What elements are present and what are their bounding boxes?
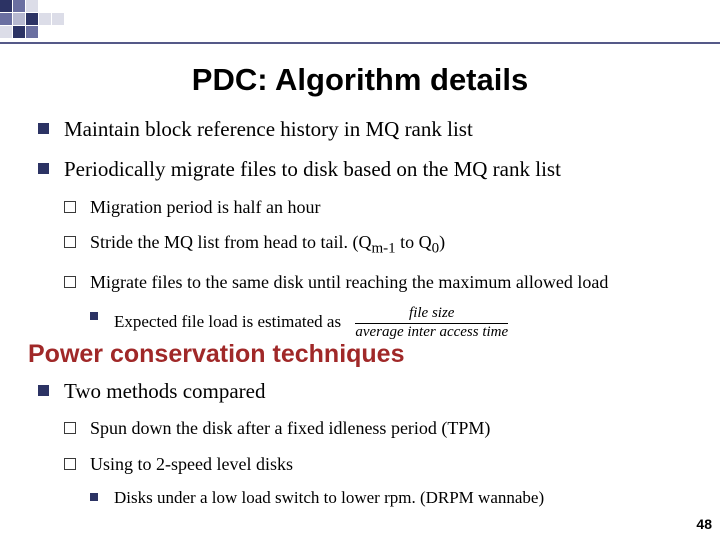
bullet-lvl3: Expected file load is estimated as file … bbox=[90, 306, 688, 341]
bullet-text: Two methods compared bbox=[64, 379, 265, 403]
bullet-lvl2: Migration period is half an hour bbox=[64, 196, 688, 219]
slide-title: PDC: Algorithm details bbox=[0, 62, 720, 98]
bullet-text: Migrate files to the same disk until rea… bbox=[90, 272, 608, 292]
bullet-text: Spun down the disk after a fixed idlenes… bbox=[90, 418, 490, 438]
content-block-a: Maintain block reference history in MQ r… bbox=[38, 116, 688, 354]
bullet-text: Using to 2-speed level disks bbox=[90, 454, 293, 474]
bullet-text: Stride the MQ list from head to tail. (Q… bbox=[90, 232, 445, 252]
bullet-lvl1: Periodically migrate files to disk based… bbox=[38, 156, 688, 340]
formula-numerator: file size bbox=[355, 306, 508, 324]
bullet-lvl1: Maintain block reference history in MQ r… bbox=[38, 116, 688, 142]
formula-denominator: average inter access time bbox=[355, 324, 508, 341]
title-underline bbox=[0, 42, 720, 44]
page-number: 48 bbox=[696, 516, 712, 532]
bullet-lvl3: Disks under a low load switch to lower r… bbox=[90, 487, 688, 508]
bullet-lvl1: Two methods compared Spun down the disk … bbox=[38, 378, 688, 509]
corner-decoration bbox=[0, 0, 100, 40]
bullet-text: Migration period is half an hour bbox=[90, 197, 320, 217]
bullet-text: Maintain block reference history in MQ r… bbox=[64, 117, 473, 141]
slide: PDC: Algorithm details Maintain block re… bbox=[0, 0, 720, 540]
bullet-lvl2: Migrate files to the same disk until rea… bbox=[64, 271, 688, 340]
bullet-lvl2: Spun down the disk after a fixed idlenes… bbox=[64, 417, 688, 440]
bullet-lvl2: Using to 2-speed level disks Disks under… bbox=[64, 453, 688, 509]
bullet-text: Disks under a low load switch to lower r… bbox=[114, 488, 544, 507]
bullet-text: Periodically migrate files to disk based… bbox=[64, 157, 561, 181]
formula: file size average inter access time bbox=[355, 306, 508, 341]
content-block-b: Two methods compared Spun down the disk … bbox=[38, 378, 688, 523]
section-heading: Power conservation techniques bbox=[28, 340, 405, 369]
bullet-lvl2: Stride the MQ list from head to tail. (Q… bbox=[64, 231, 688, 258]
bullet-text: Expected file load is estimated as bbox=[114, 312, 341, 331]
